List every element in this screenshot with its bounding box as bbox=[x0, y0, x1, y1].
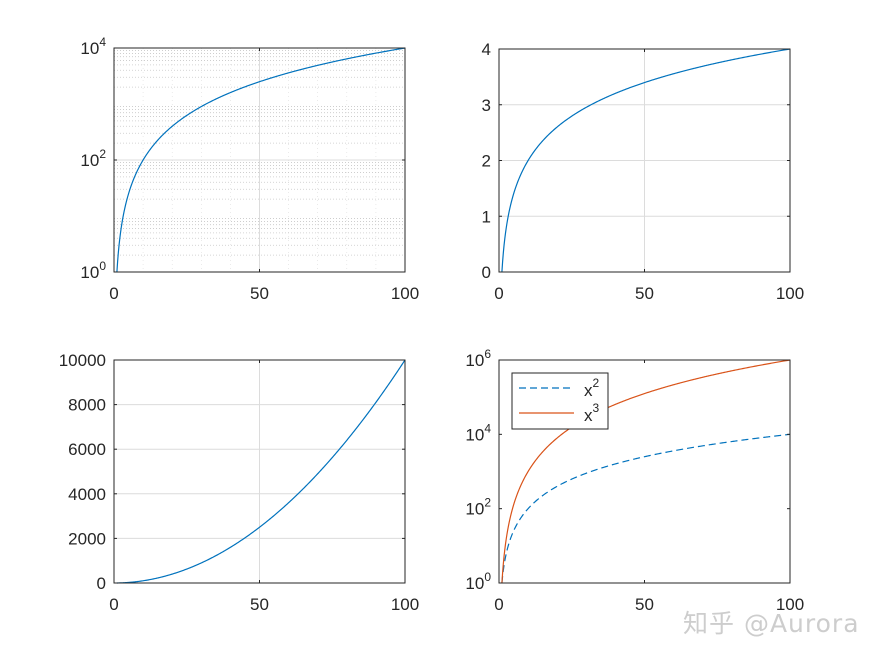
major-grid bbox=[499, 49, 790, 272]
series-line-x-2 bbox=[116, 47, 406, 273]
major-grid bbox=[114, 360, 405, 583]
series-line-x-2 bbox=[501, 433, 791, 584]
y-tick-label: 106 bbox=[465, 347, 491, 370]
x-tick-label: 0 bbox=[494, 595, 503, 614]
x-tick-label: 0 bbox=[109, 284, 118, 303]
tick-labels: 0 50 100 100 102 104 106 bbox=[465, 347, 804, 614]
series-line-x-3 bbox=[501, 359, 791, 584]
watermark-text: 知乎 @Aurora bbox=[683, 609, 860, 638]
y-tick-label: 4 bbox=[482, 40, 491, 59]
axes-top-left: 0 50 100 100 102 104 bbox=[80, 35, 419, 303]
major-grid bbox=[114, 48, 405, 272]
y-tick-label: 104 bbox=[465, 421, 491, 444]
x-tick-label: 0 bbox=[494, 284, 503, 303]
x-tick-label: 100 bbox=[776, 284, 804, 303]
series-line-x-2 bbox=[116, 359, 406, 584]
x-tick-label: 50 bbox=[250, 595, 269, 614]
y-tick-label: 100 bbox=[80, 259, 106, 282]
x-tick-label: 100 bbox=[391, 284, 419, 303]
tick-labels: 0 50 100 0 2000 4000 6000 8000 10000 bbox=[59, 351, 419, 614]
y-tick-label: 102 bbox=[465, 496, 491, 519]
y-tick-label: 104 bbox=[80, 35, 106, 58]
x-tick-label: 100 bbox=[391, 595, 419, 614]
x-tick-label: 50 bbox=[635, 284, 654, 303]
y-tick-label: 6000 bbox=[68, 440, 106, 459]
y-tick-label: 3 bbox=[482, 96, 491, 115]
x-tick-label: 0 bbox=[109, 595, 118, 614]
y-tick-label: 100 bbox=[465, 570, 491, 593]
y-tick-label: 2000 bbox=[68, 529, 106, 548]
x-tick-label: 50 bbox=[250, 284, 269, 303]
y-tick-label: 2 bbox=[482, 152, 491, 171]
y-tick-label: 4000 bbox=[68, 485, 106, 504]
y-tick-label: 0 bbox=[97, 574, 106, 593]
y-tick-label: 102 bbox=[80, 147, 106, 170]
y-tick-label: 8000 bbox=[68, 396, 106, 415]
y-tick-label: 10000 bbox=[59, 351, 106, 370]
x-tick-label: 50 bbox=[635, 595, 654, 614]
tick-labels: 0 50 100 100 102 104 bbox=[80, 35, 419, 303]
legend-label: x2 bbox=[584, 376, 600, 400]
y-tick-label: 0 bbox=[482, 263, 491, 282]
series-line-log10-x-2- bbox=[501, 48, 791, 273]
tick-labels: 0 50 100 0 1 2 3 4 bbox=[482, 40, 805, 303]
y-tick-label: 1 bbox=[482, 207, 491, 226]
axes-top-right: 0 50 100 0 1 2 3 4 bbox=[482, 40, 805, 303]
legend-label: x3 bbox=[584, 401, 600, 425]
x-tick-label: 100 bbox=[776, 595, 804, 614]
axes-bottom-left: 0 50 100 0 2000 4000 6000 8000 10000 bbox=[59, 351, 419, 614]
